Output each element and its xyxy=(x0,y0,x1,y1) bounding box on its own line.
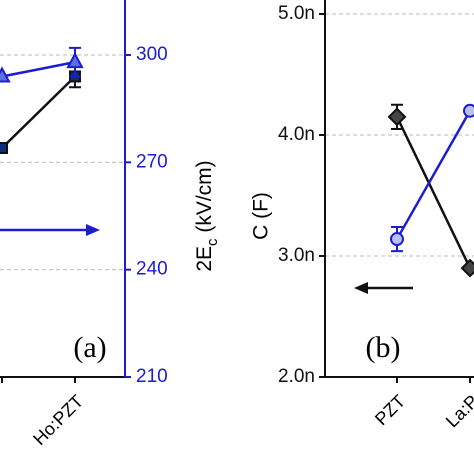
y-axis-label: C (F) xyxy=(250,192,273,240)
series-line xyxy=(1,60,76,78)
y-tick-label: 4.0n xyxy=(278,124,315,145)
y-tick-label: 3.0n xyxy=(278,245,315,266)
label-part: 2E xyxy=(193,246,216,272)
x-tick-label: La:P xyxy=(442,391,474,431)
y2-axis-label: 2Ec (kV/cm) xyxy=(193,160,222,271)
y-tick-label: 210 xyxy=(136,366,168,387)
series-line xyxy=(395,116,472,269)
series-line xyxy=(395,110,472,240)
x-tick-label: Ho:PZT xyxy=(29,391,87,449)
y-tick-label: 300 xyxy=(136,44,168,65)
marker xyxy=(66,52,84,69)
arrow-head xyxy=(86,224,100,236)
marker xyxy=(390,232,404,247)
y-tick-label: 5.0n xyxy=(278,3,315,24)
annotation: (b) xyxy=(366,331,401,364)
y-tick-label: 270 xyxy=(136,151,168,172)
marker xyxy=(0,66,11,83)
marker xyxy=(387,107,407,127)
label-part: (kV/cm) xyxy=(193,160,216,238)
y-tick-label: 240 xyxy=(136,259,168,280)
label-part: c xyxy=(204,238,221,246)
marker xyxy=(460,258,474,278)
x-tick-label: PZT xyxy=(371,391,409,429)
series-line xyxy=(1,75,76,149)
marker xyxy=(0,142,8,155)
arrow-head xyxy=(354,282,368,294)
marker xyxy=(463,103,474,118)
y-tick-label: 2.0n xyxy=(278,366,315,387)
annotation: (a) xyxy=(73,331,106,364)
